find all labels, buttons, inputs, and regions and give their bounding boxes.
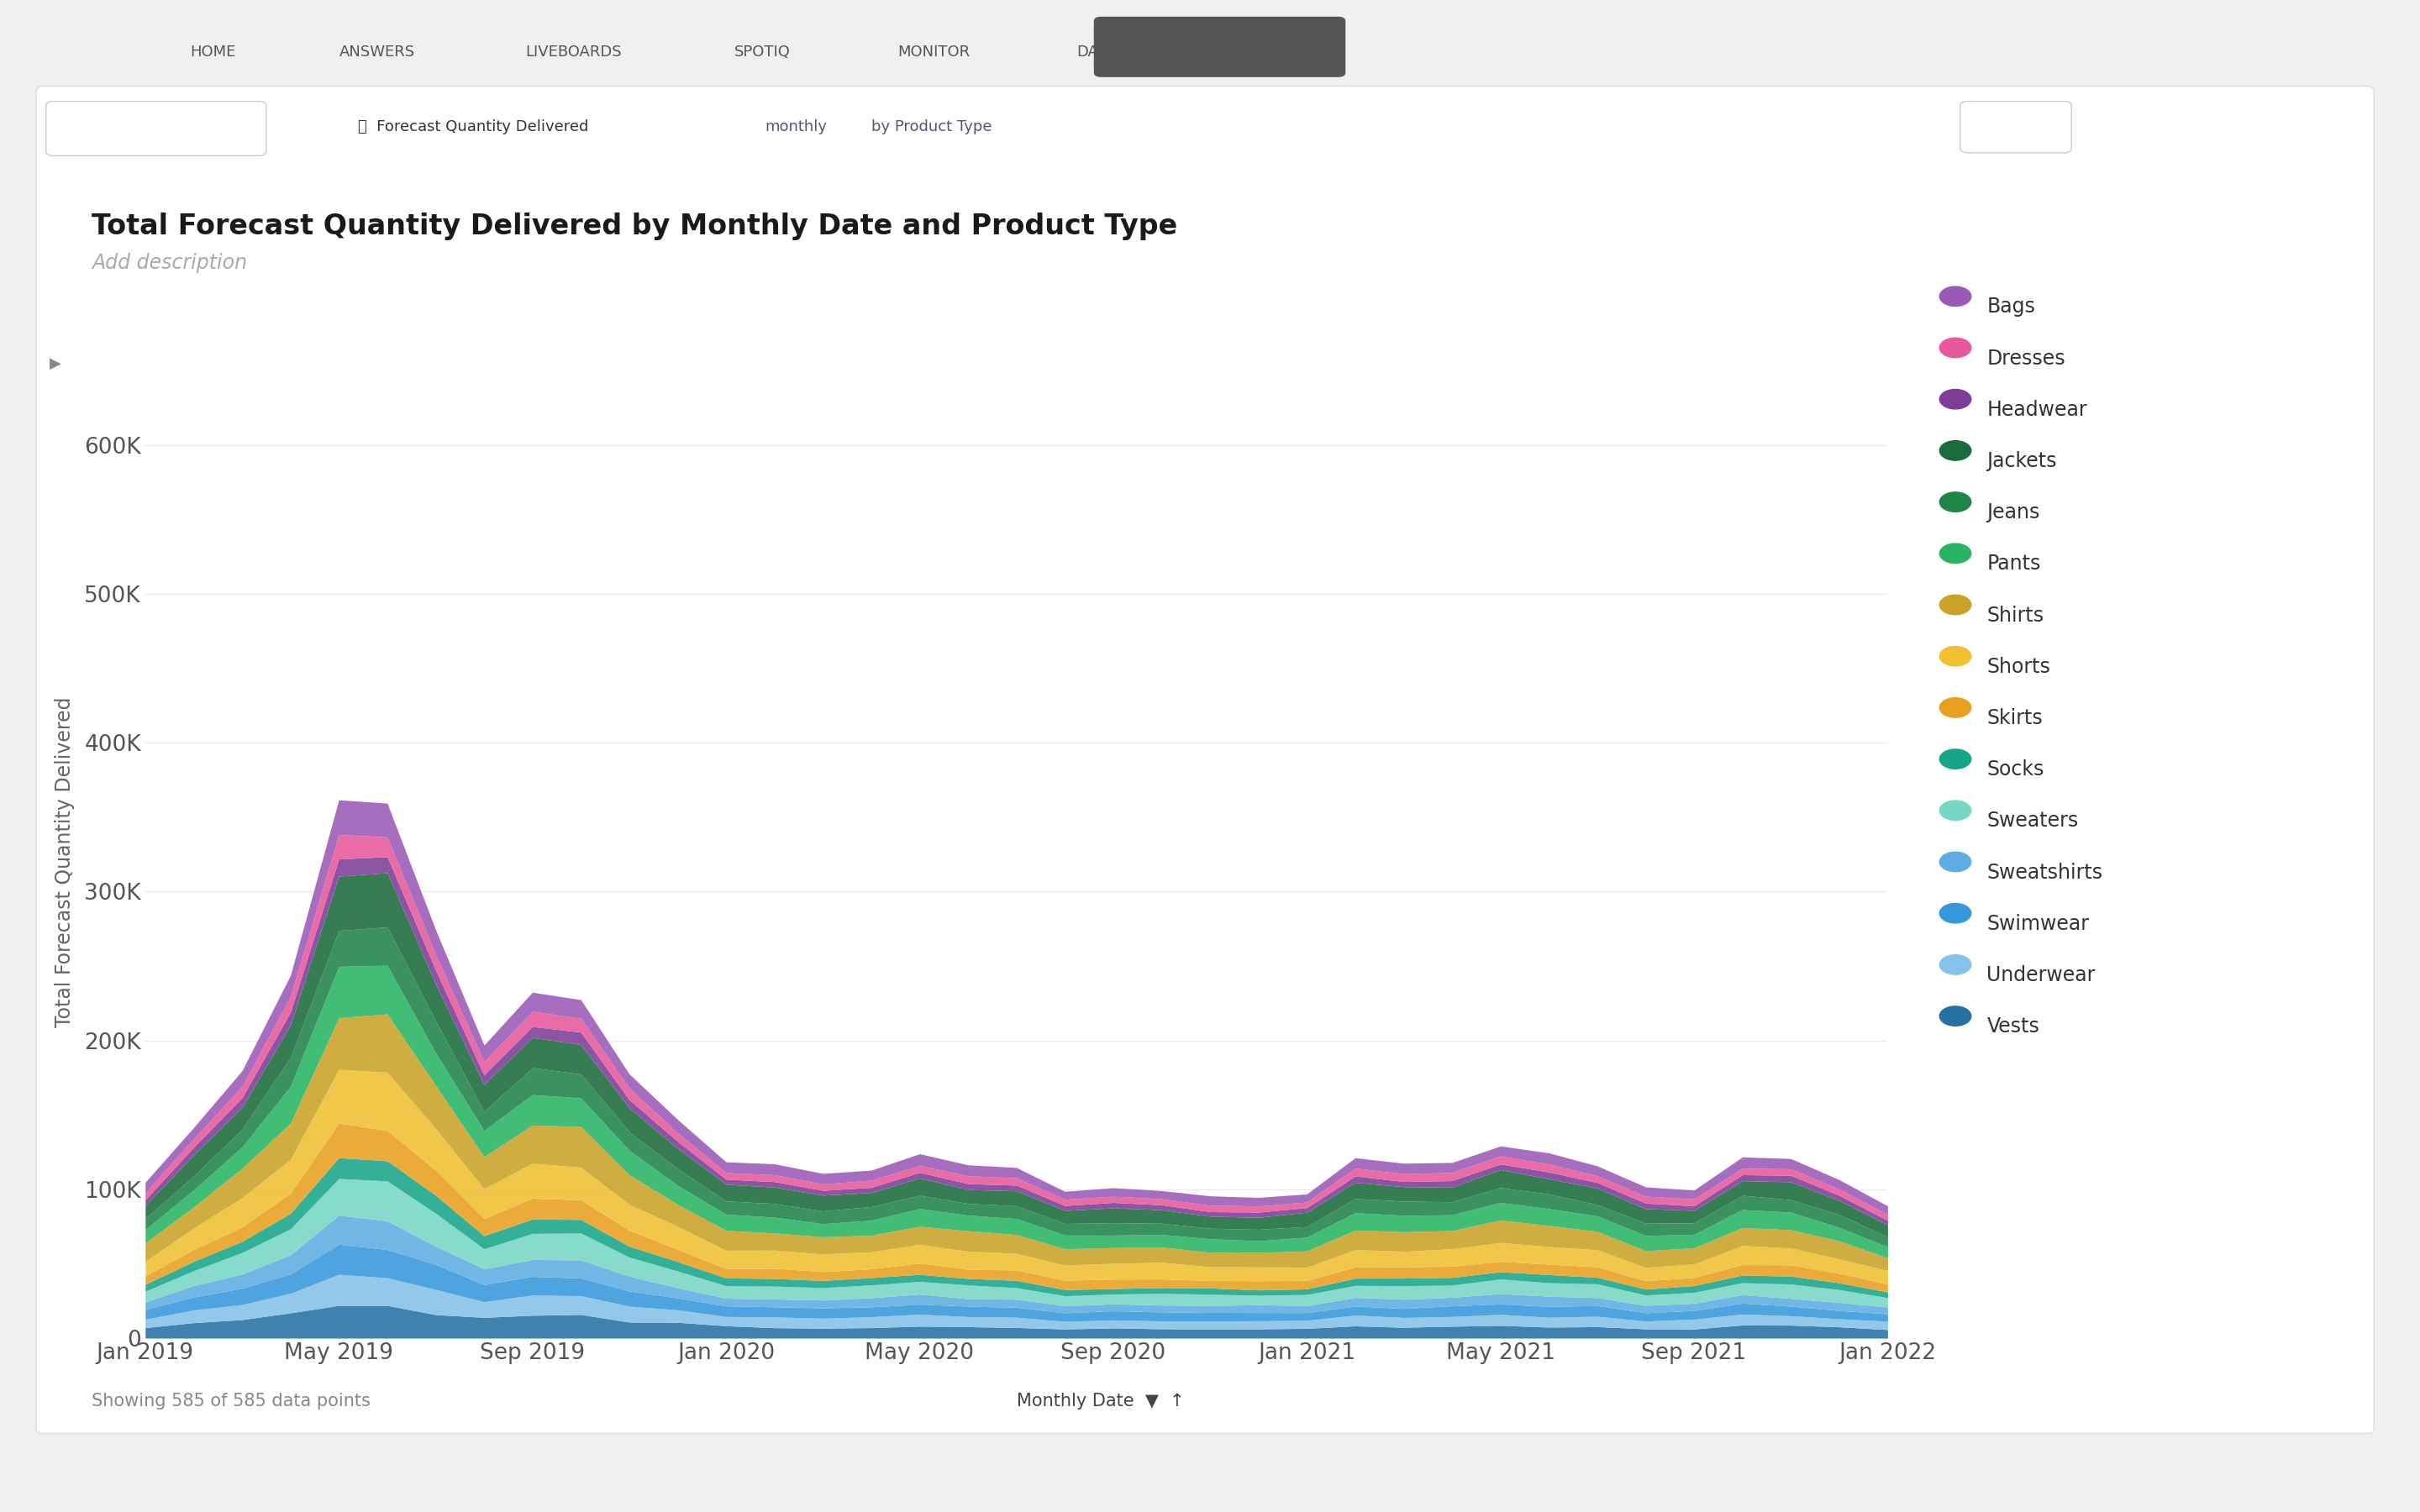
Text: monthly: monthly	[765, 119, 828, 135]
Text: HOME: HOME	[191, 44, 235, 59]
Text: Shorts: Shorts	[1987, 656, 2050, 677]
Text: ANSWERS: ANSWERS	[339, 44, 416, 59]
Text: Headwear: Headwear	[1987, 399, 2088, 420]
Text: 🔍  Forecast Quantity Delivered: 🔍 Forecast Quantity Delivered	[358, 119, 588, 135]
Text: Shirts: Shirts	[1987, 605, 2045, 626]
Text: Swimwear: Swimwear	[1987, 913, 2088, 934]
Text: Monthly Date  ▼  ↑: Monthly Date ▼ ↑	[1016, 1393, 1183, 1409]
Text: Add description: Add description	[92, 253, 247, 274]
Text: Socks: Socks	[1987, 759, 2045, 780]
Text: Total Forecast Quantity Delivered by Monthly Date and Product Type: Total Forecast Quantity Delivered by Mon…	[92, 213, 1179, 240]
Text: Underwear: Underwear	[1987, 965, 2096, 986]
Text: ≡  Supply Chain: ≡ Supply Chain	[90, 121, 220, 136]
Text: Search data: Search data	[1174, 41, 1266, 56]
Text: Dresses: Dresses	[1987, 348, 2067, 369]
Text: Go: Go	[2004, 119, 2028, 135]
Text: ▶: ▶	[48, 357, 60, 372]
Text: Pants: Pants	[1987, 553, 2040, 575]
Text: LIVEBOARDS: LIVEBOARDS	[525, 44, 622, 59]
Text: by Product Type: by Product Type	[871, 119, 992, 135]
Text: Sweatshirts: Sweatshirts	[1987, 862, 2103, 883]
Text: Jeans: Jeans	[1987, 502, 2040, 523]
Text: Showing 585 of 585 data points: Showing 585 of 585 data points	[92, 1393, 370, 1409]
Text: MONITOR: MONITOR	[898, 44, 970, 59]
Y-axis label: Total Forecast Quantity Delivered: Total Forecast Quantity Delivered	[56, 697, 75, 1027]
Text: DATA: DATA	[1077, 44, 1116, 59]
Text: Jackets: Jackets	[1987, 451, 2057, 472]
Text: Sweaters: Sweaters	[1987, 810, 2079, 832]
Text: Bags: Bags	[1987, 296, 2035, 318]
Text: Vests: Vests	[1987, 1016, 2040, 1037]
Text: SPOTIQ: SPOTIQ	[733, 44, 791, 59]
Text: Skirts: Skirts	[1987, 708, 2042, 729]
